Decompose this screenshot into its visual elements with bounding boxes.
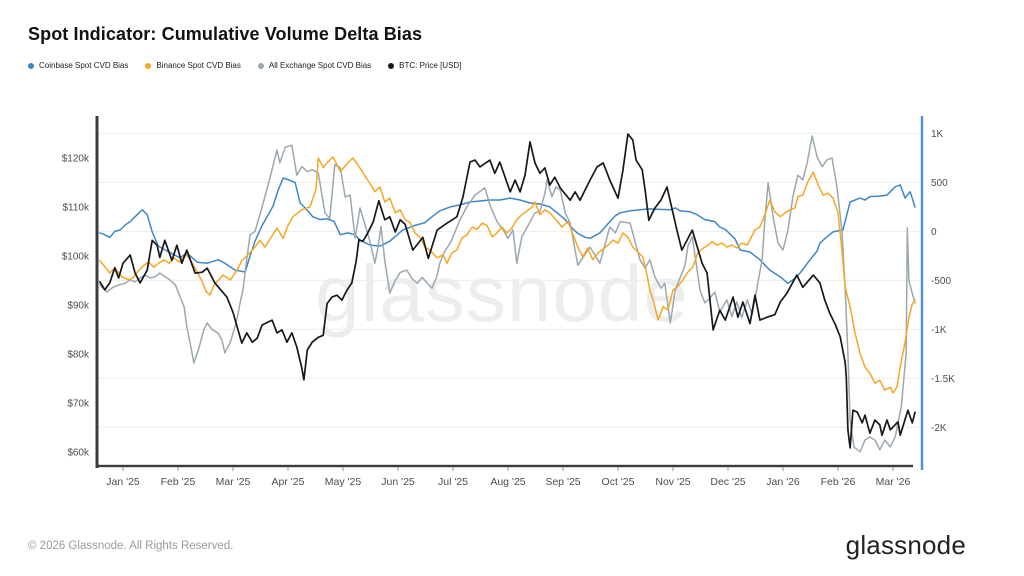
y-left-tick-label: $100k [62, 252, 90, 263]
y-left-tick-label: $70k [67, 398, 90, 409]
x-tick-label: Jul '25 [438, 476, 468, 488]
y-right-tick-label: -500 [931, 276, 951, 287]
legend-label: Coinbase Spot CVD Bias [39, 61, 129, 70]
legend-item-btc-price[interactable]: BTC: Price [USD] [388, 61, 461, 70]
y-right-tick-label: 500 [931, 178, 948, 189]
y-axis-left-line [95, 116, 99, 468]
series-line-binance-spot-cvd-bias [99, 156, 916, 394]
y-right-tick-label: 1K [931, 129, 944, 140]
legend-dot-coinbase-icon [28, 62, 34, 69]
page-title: Spot Indicator: Cumulative Volume Delta … [28, 24, 423, 44]
series-line-coinbase-spot-cvd-bias [99, 177, 916, 285]
x-tick-label: Oct '25 [602, 476, 635, 488]
x-tick-label: Feb '26 [821, 476, 856, 488]
x-tick-label: Nov '25 [655, 476, 690, 488]
x-tick-label: Dec '25 [710, 476, 745, 488]
x-tick-label: May '25 [325, 476, 362, 488]
x-tick-label: Apr '25 [272, 476, 305, 488]
x-tick-label: Mar '25 [216, 476, 251, 488]
y-left-tick-label: $90k [67, 300, 90, 311]
chart-legend: Coinbase Spot CVD Bias Binance Spot CVD … [28, 61, 461, 70]
legend-label: All Exchange Spot CVD Bias [268, 61, 372, 70]
legend-item-binance[interactable]: Binance Spot CVD Bias [145, 61, 241, 70]
legend-label: Binance Spot CVD Bias [156, 61, 241, 70]
y-left-tick-label: $120k [62, 154, 90, 165]
legend-dot-btc-icon [388, 62, 395, 69]
y-left-tick-label: $60k [67, 447, 90, 458]
y-right-tick-label: -2K [931, 423, 947, 434]
x-tick-label: Jan '25 [106, 476, 140, 488]
legend-dot-binance-icon [145, 62, 152, 69]
x-tick-label: Jan '26 [766, 476, 800, 488]
y-right-tick-label: -1K [931, 325, 947, 336]
y-left-tick-label: $80k [67, 349, 90, 360]
x-tick-label: Jun '25 [381, 476, 415, 488]
legend-dot-all-exchange-icon [257, 62, 264, 69]
x-tick-label: Mar '26 [876, 476, 911, 488]
x-axis-line [96, 464, 913, 468]
series-line-all-exchange-spot-cvd-bias [99, 135, 916, 453]
y-right-tick-label: 0 [931, 227, 937, 238]
y-axis-right-line [920, 116, 924, 470]
y-left-tick-label: $110k [62, 203, 90, 214]
legend-item-coinbase[interactable]: Coinbase Spot CVD Bias [28, 61, 128, 70]
y-right-tick-label: -1.5K [931, 374, 955, 385]
x-tick-label: Sep '25 [545, 476, 580, 488]
legend-label: BTC: Price [USD] [399, 61, 462, 70]
x-tick-label: Aug '25 [490, 476, 525, 488]
legend-item-all-exchange[interactable]: All Exchange Spot CVD Bias [257, 61, 372, 70]
copyright-text: © 2026 Glassnode. All Rights Reserved. [28, 540, 234, 552]
x-tick-label: Feb '25 [161, 476, 196, 488]
glassnode-logo: glassnode [845, 530, 966, 560]
series-line-btc-price-usd- [99, 133, 916, 449]
